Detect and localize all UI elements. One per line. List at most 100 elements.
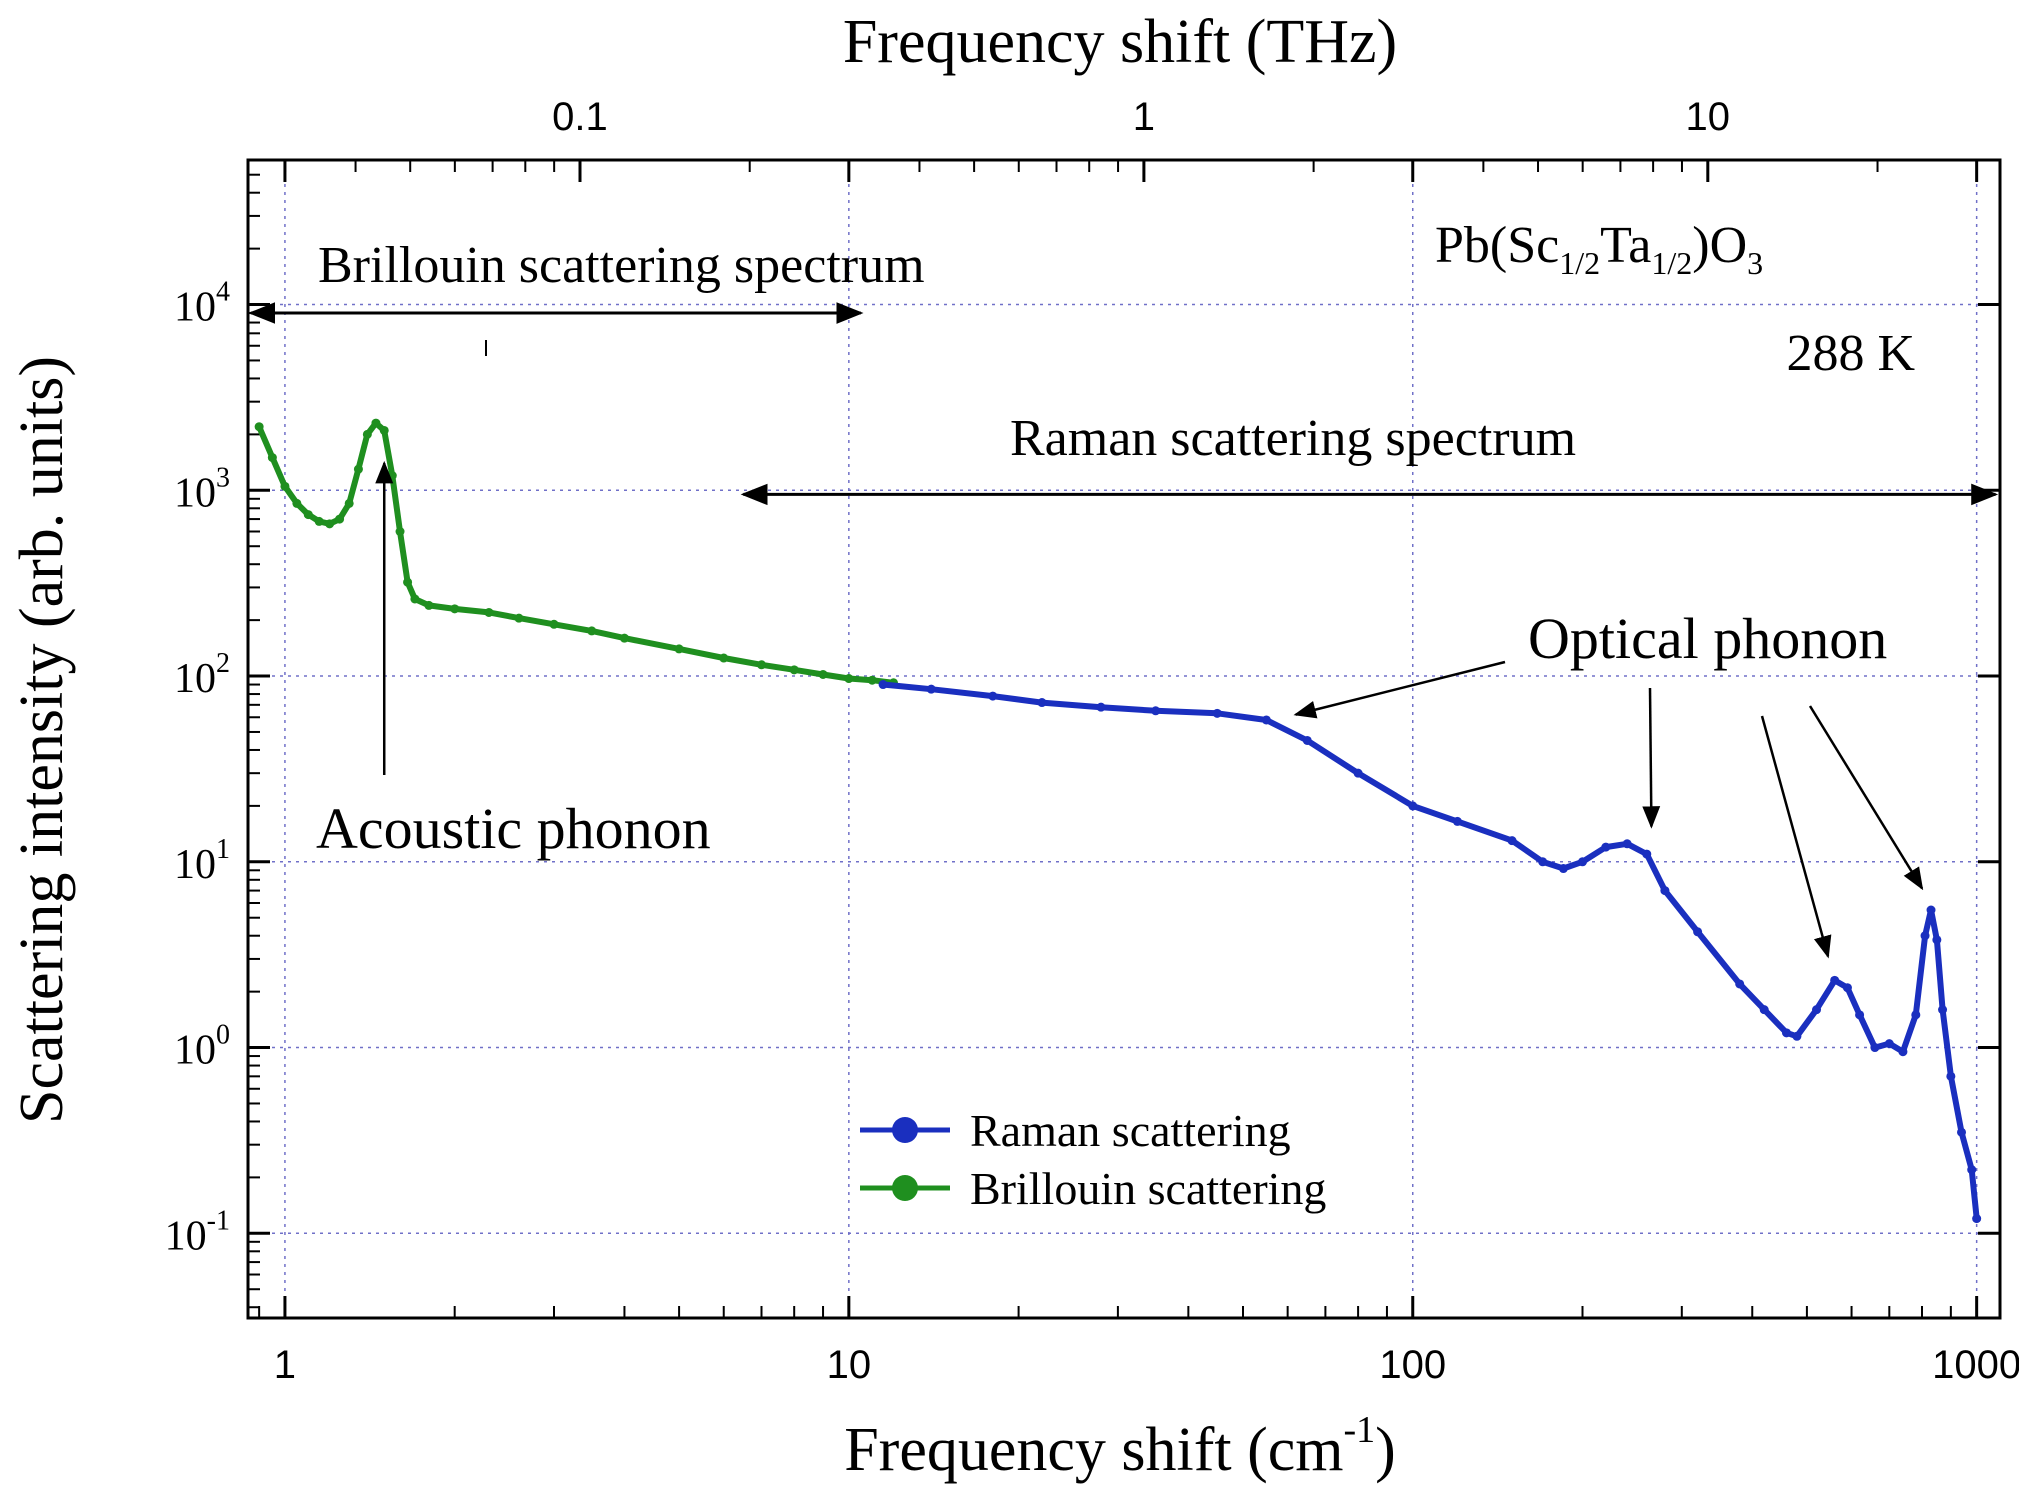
raman-scattering-point <box>1972 1214 1982 1224</box>
raman-scattering-point <box>1151 706 1161 716</box>
brillouin-scattering-point <box>395 527 405 537</box>
raman-scattering-point <box>1408 801 1418 811</box>
raman-scattering-point <box>1781 1028 1791 1038</box>
raman-scattering-point <box>1735 979 1745 989</box>
raman-scattering-point <box>1261 715 1271 725</box>
top-x-axis-title: Frequency shift (THz) <box>843 8 1397 76</box>
top-x-tick-label: 0.1 <box>552 95 608 139</box>
grid-layer <box>248 160 2000 1318</box>
brillouin-scattering-point <box>410 594 420 604</box>
x-axis-title: Frequency shift (cm-1) <box>844 1409 1396 1484</box>
raman-scattering-point <box>1855 1010 1865 1020</box>
optical-phonon-arrow-3 <box>1760 715 1832 959</box>
brillouin-scattering-point <box>450 604 460 614</box>
brillouin-scattering-point <box>844 674 854 684</box>
top-x-tick-label: 10 <box>1686 95 1731 139</box>
brillouin-scattering-point <box>867 675 877 685</box>
optical-phonon-label: Optical phonon <box>1528 606 1887 671</box>
raman-scattering-point <box>1932 935 1942 945</box>
brillouin-scattering-point <box>387 471 397 481</box>
raman-scattering-point <box>1870 1043 1880 1053</box>
legend-marker <box>892 1117 918 1143</box>
arrow-layer <box>248 302 1999 959</box>
brillouin-scattering-point <box>335 514 345 524</box>
y-tick-label: 103 <box>174 462 230 516</box>
raman-scattering-point <box>1920 931 1930 941</box>
raman-scattering-point <box>1830 975 1840 985</box>
brillouin-scattering-point <box>424 600 434 610</box>
brillouin-scattering-point <box>379 425 389 435</box>
raman-scattering-point <box>1037 698 1047 708</box>
brillouin-scattering-point <box>403 577 413 587</box>
brillouin-scattering-point <box>353 464 363 474</box>
x-tick-label: 100 <box>1379 1343 1446 1387</box>
y-axis-title: Scattering intensity (arb. units) <box>8 356 76 1124</box>
raman-scattering-point <box>1842 983 1852 993</box>
raman-scattering-point <box>1507 836 1517 846</box>
legend-label: Raman scattering <box>970 1105 1291 1156</box>
brillouin-scattering-point <box>371 418 381 428</box>
raman-scattering-point <box>878 680 888 690</box>
optical-phonon-arrow-1 <box>1293 660 1506 719</box>
brillouin-scattering-point <box>280 481 290 491</box>
acoustic-phonon-label: Acoustic phonon <box>316 796 711 861</box>
brillouin-scattering-point <box>314 516 324 526</box>
raman-scattering-point <box>1957 1127 1967 1137</box>
brillouin-scattering-point <box>756 660 766 670</box>
brillouin-scattering-point <box>484 607 494 617</box>
legend-label: Brillouin scattering <box>970 1163 1326 1214</box>
raman-scattering-point <box>1353 768 1363 778</box>
raman-scattering-point <box>1938 1005 1948 1015</box>
brillouin-scattering-point <box>362 429 372 439</box>
raman-scattering-point <box>1898 1047 1908 1057</box>
raman-scattering-point <box>1884 1039 1894 1049</box>
raman-range-label: Raman scattering spectrum <box>1010 410 1576 467</box>
raman-scattering-point <box>1622 839 1632 849</box>
tick-layer: 1 10 100 1000 0.1 1 10 10-1 100 101 102 103 104 <box>165 95 2019 1387</box>
raman-scattering-point <box>1660 886 1670 896</box>
legend: Raman scattering Brillouin scattering <box>860 1105 1326 1214</box>
y-tick-label: 10-1 <box>165 1205 230 1259</box>
raman-scattering-point <box>1812 1005 1822 1015</box>
brillouin-scattering-point <box>254 422 264 432</box>
raman-scattering-point <box>1926 905 1936 915</box>
raman-scattering-point <box>1558 864 1568 874</box>
raman-scattering-point <box>1096 702 1106 712</box>
y-tick-label: 102 <box>174 648 230 702</box>
brillouin-scattering-point <box>818 669 828 679</box>
raman-scattering-point <box>1911 1010 1921 1020</box>
brillouin-scattering-point <box>619 633 629 643</box>
brillouin-scattering-point <box>587 626 597 636</box>
raman-scattering-point <box>1538 857 1548 867</box>
optical-phonon-arrow-2 <box>1642 687 1661 829</box>
brillouin-scattering-point <box>514 613 524 623</box>
raman-scattering-point <box>1642 849 1652 859</box>
raman-scattering-point <box>1967 1165 1977 1175</box>
raman-scattering-point <box>926 684 936 694</box>
raman-scattering-point <box>1759 1005 1769 1015</box>
optical-phonon-arrow-4 <box>1808 705 1924 891</box>
brillouin-scattering-point <box>292 498 302 508</box>
raman-scattering-point <box>1212 708 1222 718</box>
x-tick-label: 1 <box>274 1343 296 1387</box>
brillouin-scattering-point <box>303 510 313 520</box>
raman-scattering-point <box>1452 816 1462 826</box>
raman-scattering-point <box>1792 1031 1802 1041</box>
series-layer <box>254 418 1982 1224</box>
raman-scattering-point <box>1693 927 1703 937</box>
y-tick-label: 100 <box>174 1020 230 1074</box>
plot-frame <box>246 158 2002 1320</box>
y-tick-label: 104 <box>174 277 230 331</box>
brillouin-scattering-point <box>325 519 335 529</box>
raman-scattering-point <box>1601 842 1611 852</box>
top-x-tick-label: 1 <box>1133 95 1155 139</box>
y-tick-label: 101 <box>174 834 230 888</box>
brillouin-scattering-point <box>344 498 354 508</box>
sample-formula: Pb(Sc1/2Ta1/2)O3 <box>1435 217 1763 281</box>
brillouin-range-label: Brillouin scattering spectrum <box>318 237 925 294</box>
raman-scattering-point <box>1302 735 1312 745</box>
raman-scattering-point <box>1578 857 1588 867</box>
temperature-label: 288 K <box>1786 325 1915 382</box>
